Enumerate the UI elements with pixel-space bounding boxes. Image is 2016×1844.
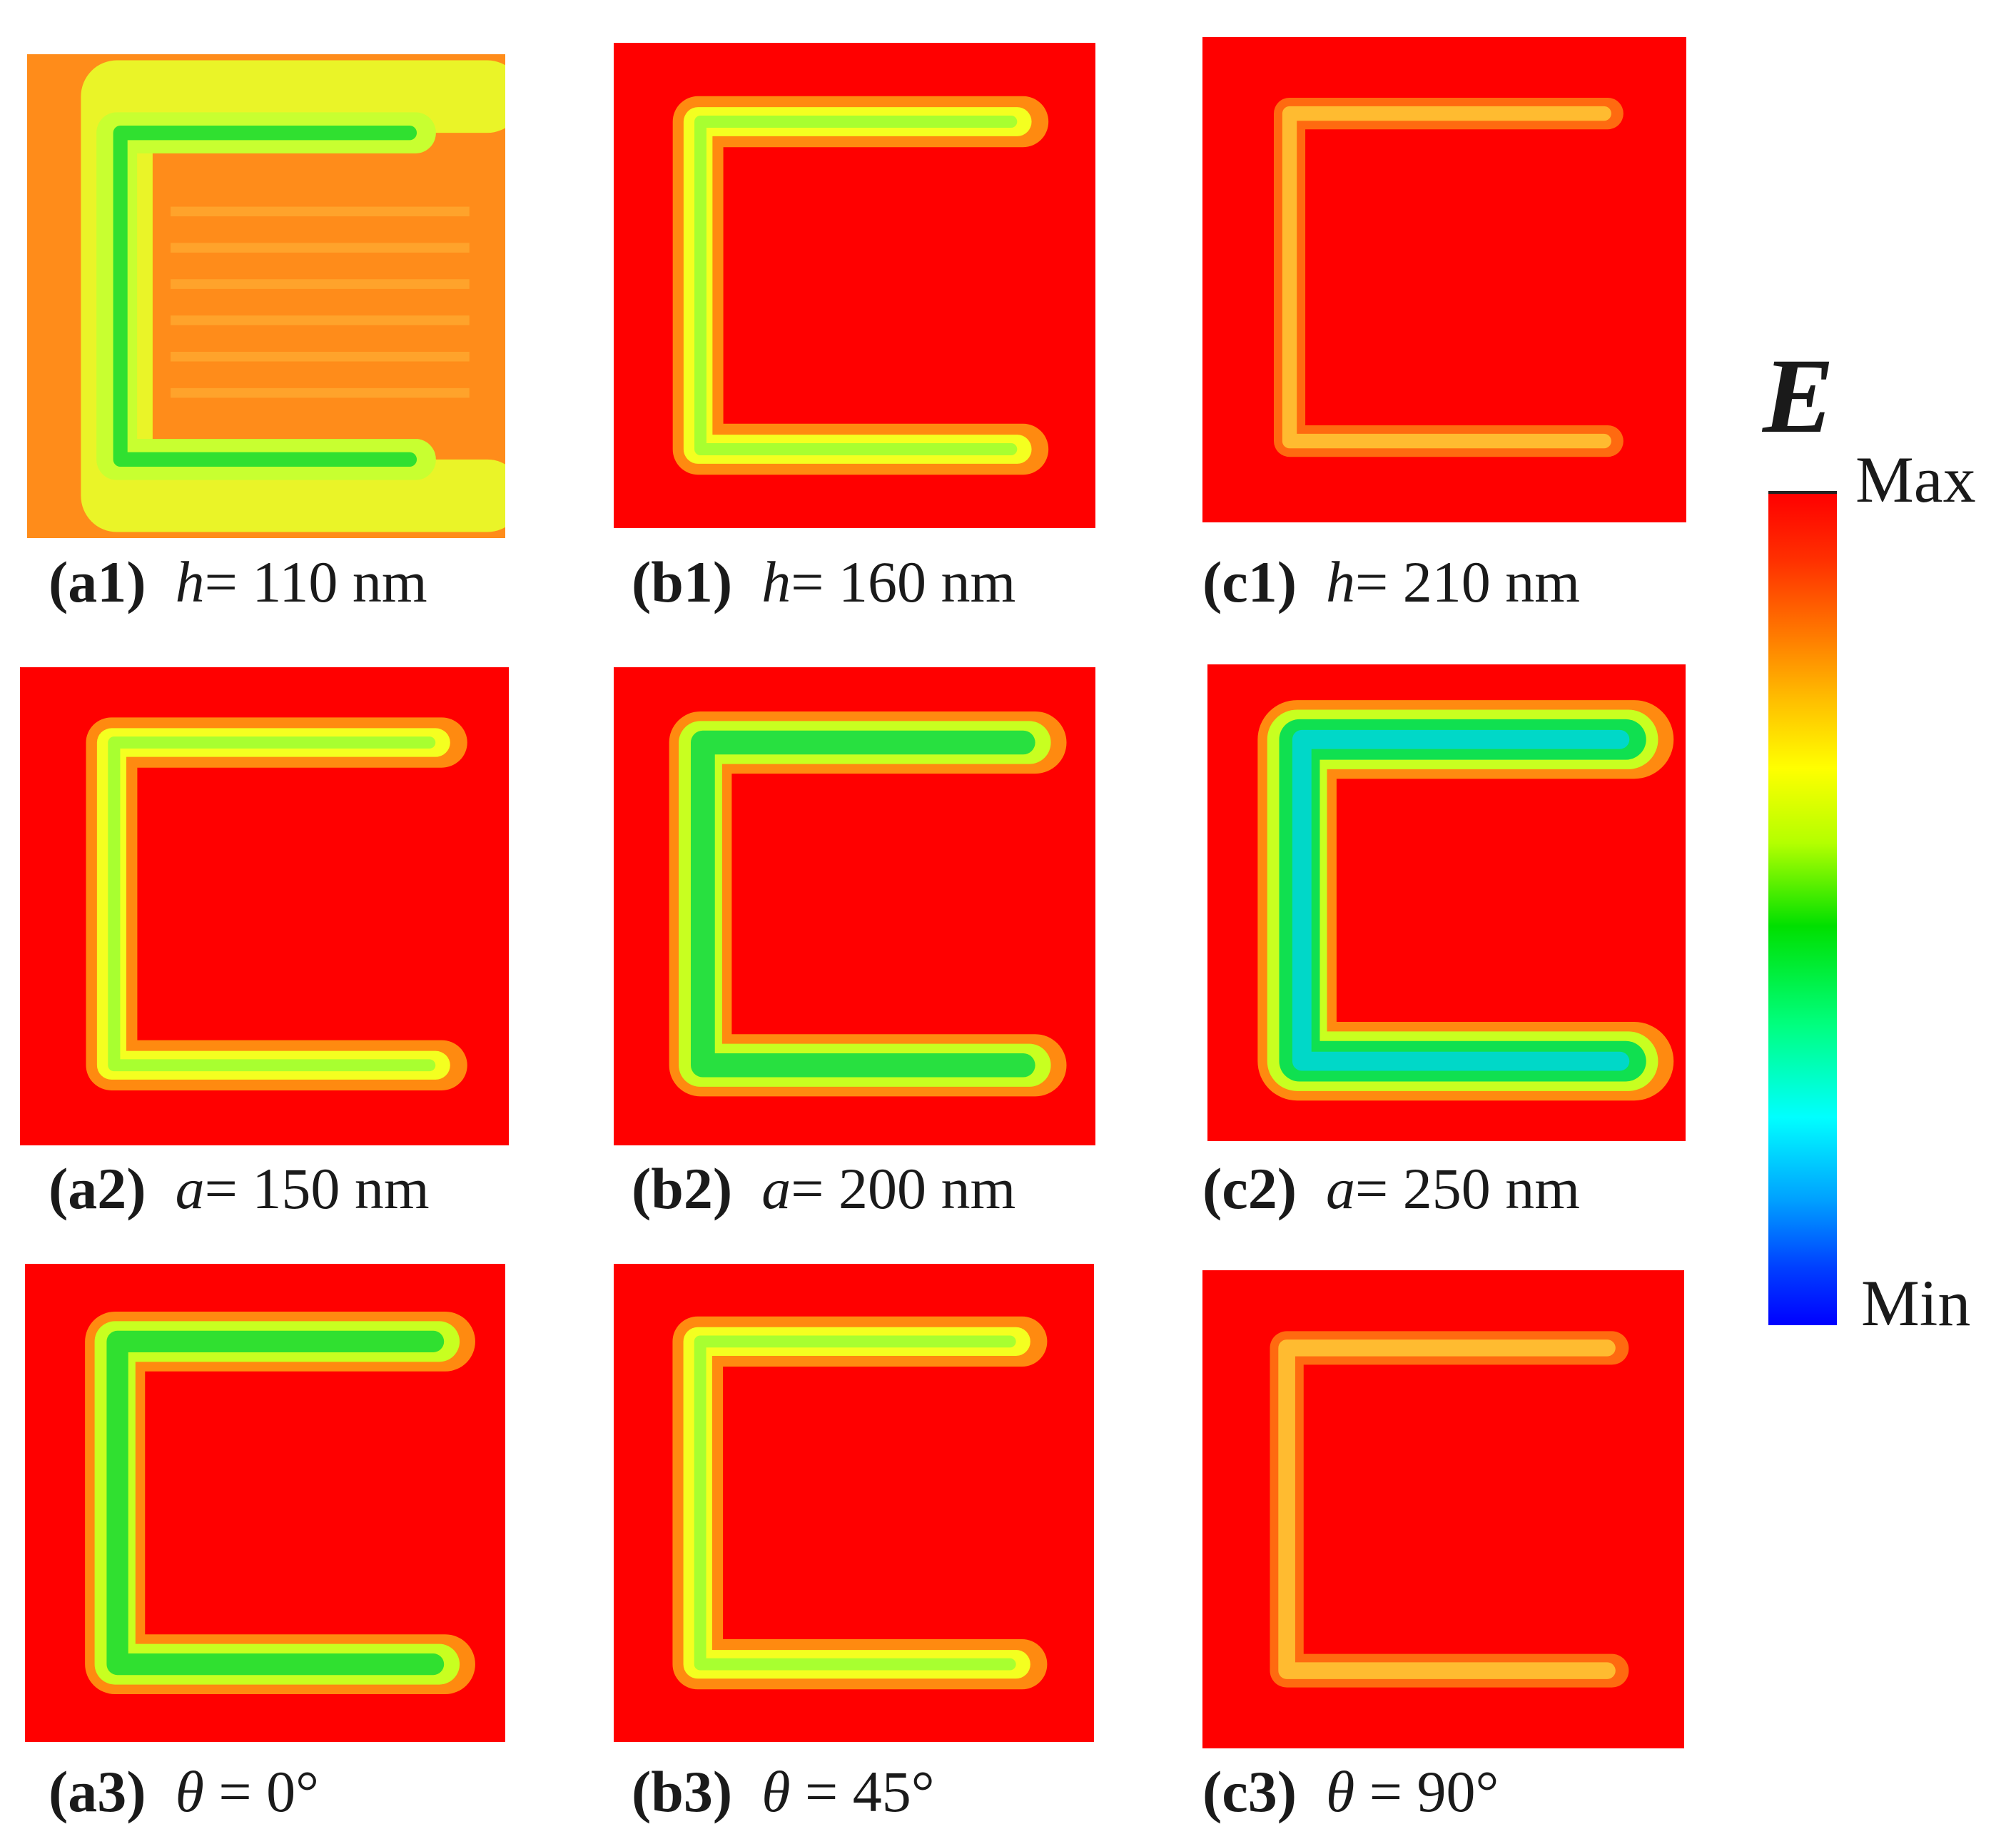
colorbar-max-label: Max (1855, 443, 1976, 516)
caption-b1: (b1) h= 160 nm (632, 549, 1016, 614)
panel-b3 (614, 1264, 1094, 1742)
panel-a2 (20, 667, 509, 1145)
colorbar (1768, 491, 1837, 1325)
caption-c1: (c1) h= 210 nm (1202, 549, 1581, 614)
panel-c1 (1202, 37, 1686, 522)
panel-a1 (27, 54, 505, 538)
caption-a2: (a2) a= 150 nm (49, 1156, 430, 1221)
caption-a1: (a1) h= 110 nm (49, 549, 427, 614)
colorbar-title: E (1763, 337, 1835, 455)
panel-b2 (614, 667, 1095, 1145)
panel-c3 (1202, 1270, 1684, 1748)
colorbar-min-label: Min (1861, 1267, 1971, 1339)
panel-a3 (25, 1264, 505, 1742)
caption-c2: (c2) a= 250 nm (1202, 1156, 1581, 1221)
caption-c3: (c3) θ = 90° (1202, 1759, 1499, 1824)
caption-a3: (a3) θ = 0° (49, 1759, 319, 1824)
caption-b3: (b3) θ = 45° (632, 1759, 935, 1824)
panel-c2 (1207, 664, 1686, 1141)
panel-b1 (614, 43, 1095, 528)
caption-b2: (b2) a= 200 nm (632, 1156, 1016, 1221)
